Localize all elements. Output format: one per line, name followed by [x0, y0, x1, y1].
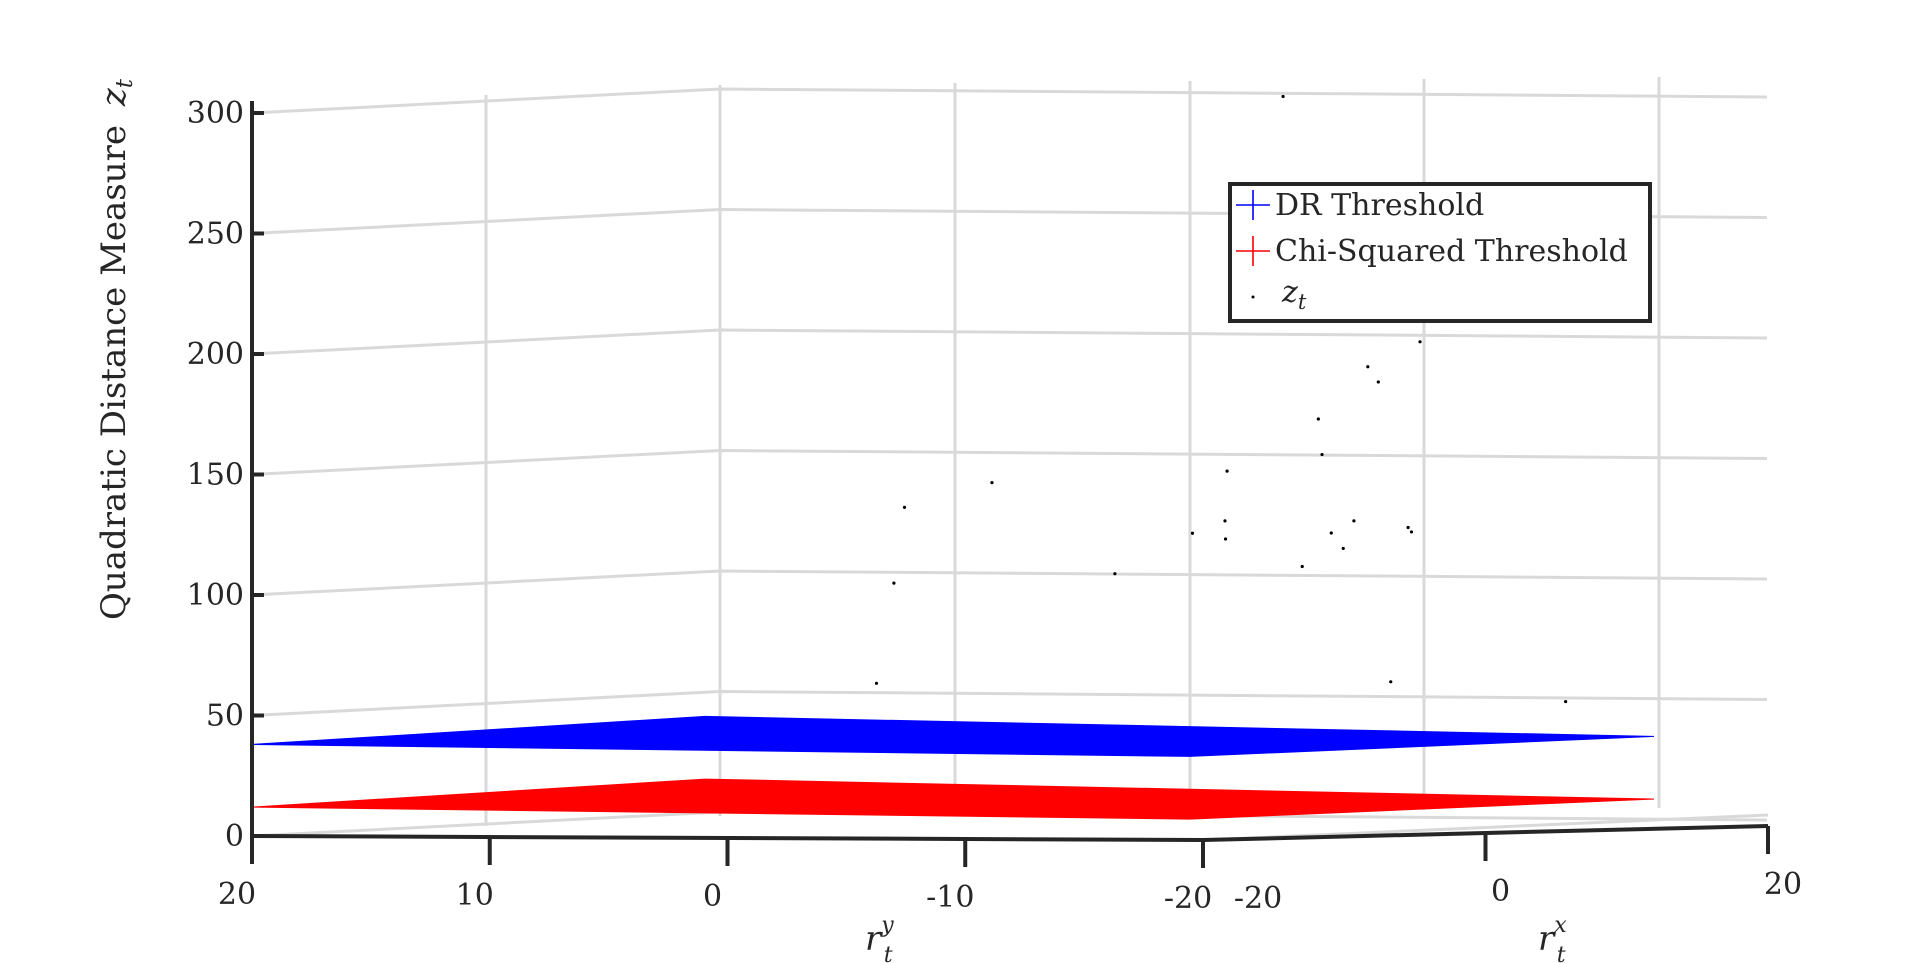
grid-line-z-300 — [251, 87, 1768, 115]
x-tick-label-0: 0 — [1491, 874, 1510, 909]
data-point-14 — [1352, 519, 1356, 523]
z-tick-label-300: 300 — [187, 96, 244, 131]
z-tick-label-50: 50 — [206, 699, 244, 734]
z-axis-label: Quadratic Distance Measure zt — [94, 78, 138, 620]
z-tick-label-200: 200 — [187, 337, 244, 372]
y-tick-label-20: 20 — [218, 877, 256, 912]
dr-threshold-plane-layer — [251, 715, 1655, 757]
data-point-13 — [1409, 530, 1414, 534]
axes — [250, 101, 1770, 868]
y-tick-label-10: 10 — [456, 878, 494, 913]
legend-entry-dr-threshold: DR Threshold — [1236, 188, 1484, 223]
y-tick-label--10: -10 — [926, 880, 974, 915]
legend-entry-z-t: zt — [1251, 275, 1307, 314]
data-point-23 — [1564, 699, 1568, 704]
data-point-10 — [1223, 537, 1228, 541]
z-tick-label-150: 150 — [187, 458, 244, 493]
legend-label-chi-squared-threshold: Chi-Squared Threshold — [1275, 234, 1628, 269]
legend-swatch-z-t — [1251, 295, 1255, 299]
data-point-2 — [1366, 365, 1370, 369]
legend-label-z-t: zt — [1281, 275, 1307, 314]
grid-line-z-200 — [251, 328, 1768, 356]
grid-line-z-100 — [251, 569, 1768, 597]
data-point-0 — [1281, 94, 1285, 99]
data-point-11 — [1223, 519, 1227, 523]
x-tick-label--20: -20 — [1234, 881, 1282, 916]
data-point-5 — [1316, 417, 1320, 421]
data-point-21 — [874, 681, 879, 685]
x-axis-label: rx t — [1538, 913, 1567, 963]
z-tick-label-0: 0 — [225, 819, 244, 854]
data-point-7 — [1225, 469, 1229, 473]
legend: DR Threshold Chi-Squared Threshold zt — [1228, 182, 1652, 323]
chi-squared-threshold-plane — [251, 778, 1655, 820]
data-point-12 — [1190, 531, 1195, 535]
legend-entry-chi-squared-threshold: Chi-Squared Threshold — [1236, 234, 1628, 269]
data-point-8 — [990, 481, 994, 485]
x-tick-label-20: 20 — [1764, 867, 1802, 902]
data-point-9 — [902, 505, 907, 509]
data-point-6 — [1320, 452, 1324, 457]
data-point-4 — [1376, 380, 1380, 384]
z-tick-label-100: 100 — [187, 578, 244, 613]
y-tick-label-0: 0 — [703, 879, 722, 914]
chi-squared-threshold-plane-layer — [251, 778, 1655, 820]
data-point-20 — [1300, 564, 1304, 569]
data-point-3 — [1418, 340, 1422, 344]
legend-label-dr-threshold: DR Threshold — [1275, 188, 1484, 223]
dr-threshold-plane — [251, 715, 1655, 757]
y-axis-label: ry t — [865, 913, 894, 963]
grid-line-z-150 — [251, 448, 1768, 476]
y-tick-label--20: -20 — [1164, 881, 1212, 916]
data-point-22 — [1389, 680, 1393, 684]
data-point-17 — [1329, 531, 1333, 535]
z-tick-label-250: 250 — [187, 217, 244, 252]
grid-line-z-50 — [251, 689, 1768, 717]
data-point-19 — [892, 581, 896, 585]
data-point-16 — [1406, 525, 1410, 530]
grid-layer — [250, 77, 1769, 842]
data-point-15 — [1341, 546, 1345, 551]
data-point-18 — [1113, 572, 1117, 576]
legend-box — [1228, 182, 1652, 323]
